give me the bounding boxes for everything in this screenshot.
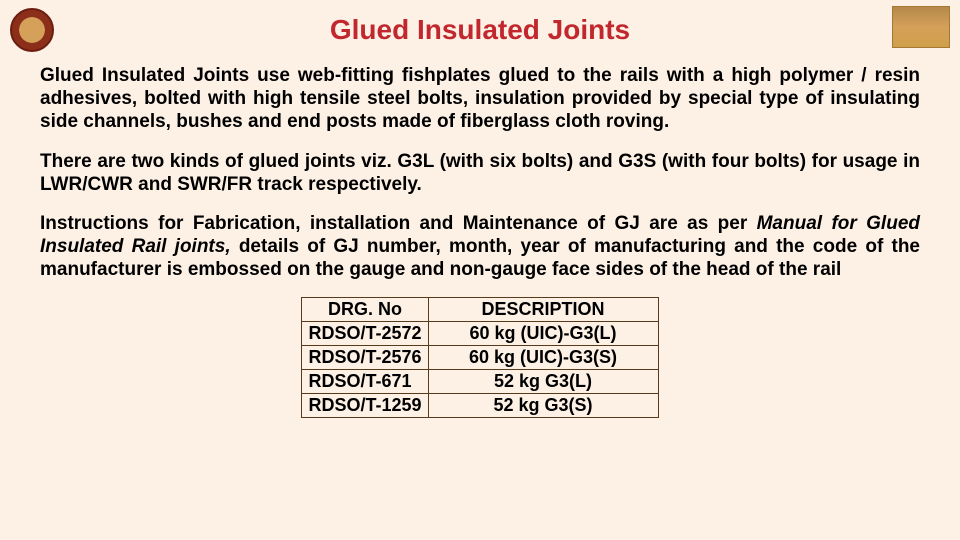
paragraph-3: Instructions for Fabrication, installati…	[40, 212, 920, 282]
drg-table: DRG. No DESCRIPTION RDSO/T-2572 60 kg (U…	[301, 297, 658, 418]
cell-desc: 52 kg G3(L)	[428, 370, 658, 394]
iriset-logo-icon	[892, 6, 950, 48]
col-header-drg: DRG. No	[302, 298, 428, 322]
table-row: RDSO/T-2572 60 kg (UIC)-G3(L)	[302, 322, 658, 346]
col-header-desc: DESCRIPTION	[428, 298, 658, 322]
table-row: RDSO/T-2576 60 kg (UIC)-G3(S)	[302, 346, 658, 370]
cell-desc: 52 kg G3(S)	[428, 394, 658, 418]
cell-drg: RDSO/T-2576	[302, 346, 428, 370]
cell-drg: RDSO/T-1259	[302, 394, 428, 418]
table-container: DRG. No DESCRIPTION RDSO/T-2572 60 kg (U…	[40, 297, 920, 418]
cell-drg: RDSO/T-671	[302, 370, 428, 394]
indian-railways-logo-icon	[10, 8, 54, 52]
paragraph-1: Glued Insulated Joints use web-fitting f…	[40, 64, 920, 134]
table-header-row: DRG. No DESCRIPTION	[302, 298, 658, 322]
table-row: RDSO/T-671 52 kg G3(L)	[302, 370, 658, 394]
cell-desc: 60 kg (UIC)-G3(L)	[428, 322, 658, 346]
page-title: Glued Insulated Joints	[0, 0, 960, 46]
content-body: Glued Insulated Joints use web-fitting f…	[0, 46, 960, 418]
table-row: RDSO/T-1259 52 kg G3(S)	[302, 394, 658, 418]
cell-drg: RDSO/T-2572	[302, 322, 428, 346]
paragraph-2: There are two kinds of glued joints viz.…	[40, 150, 920, 196]
p3-part-a: Instructions for Fabrication, installati…	[40, 213, 757, 234]
cell-desc: 60 kg (UIC)-G3(S)	[428, 346, 658, 370]
